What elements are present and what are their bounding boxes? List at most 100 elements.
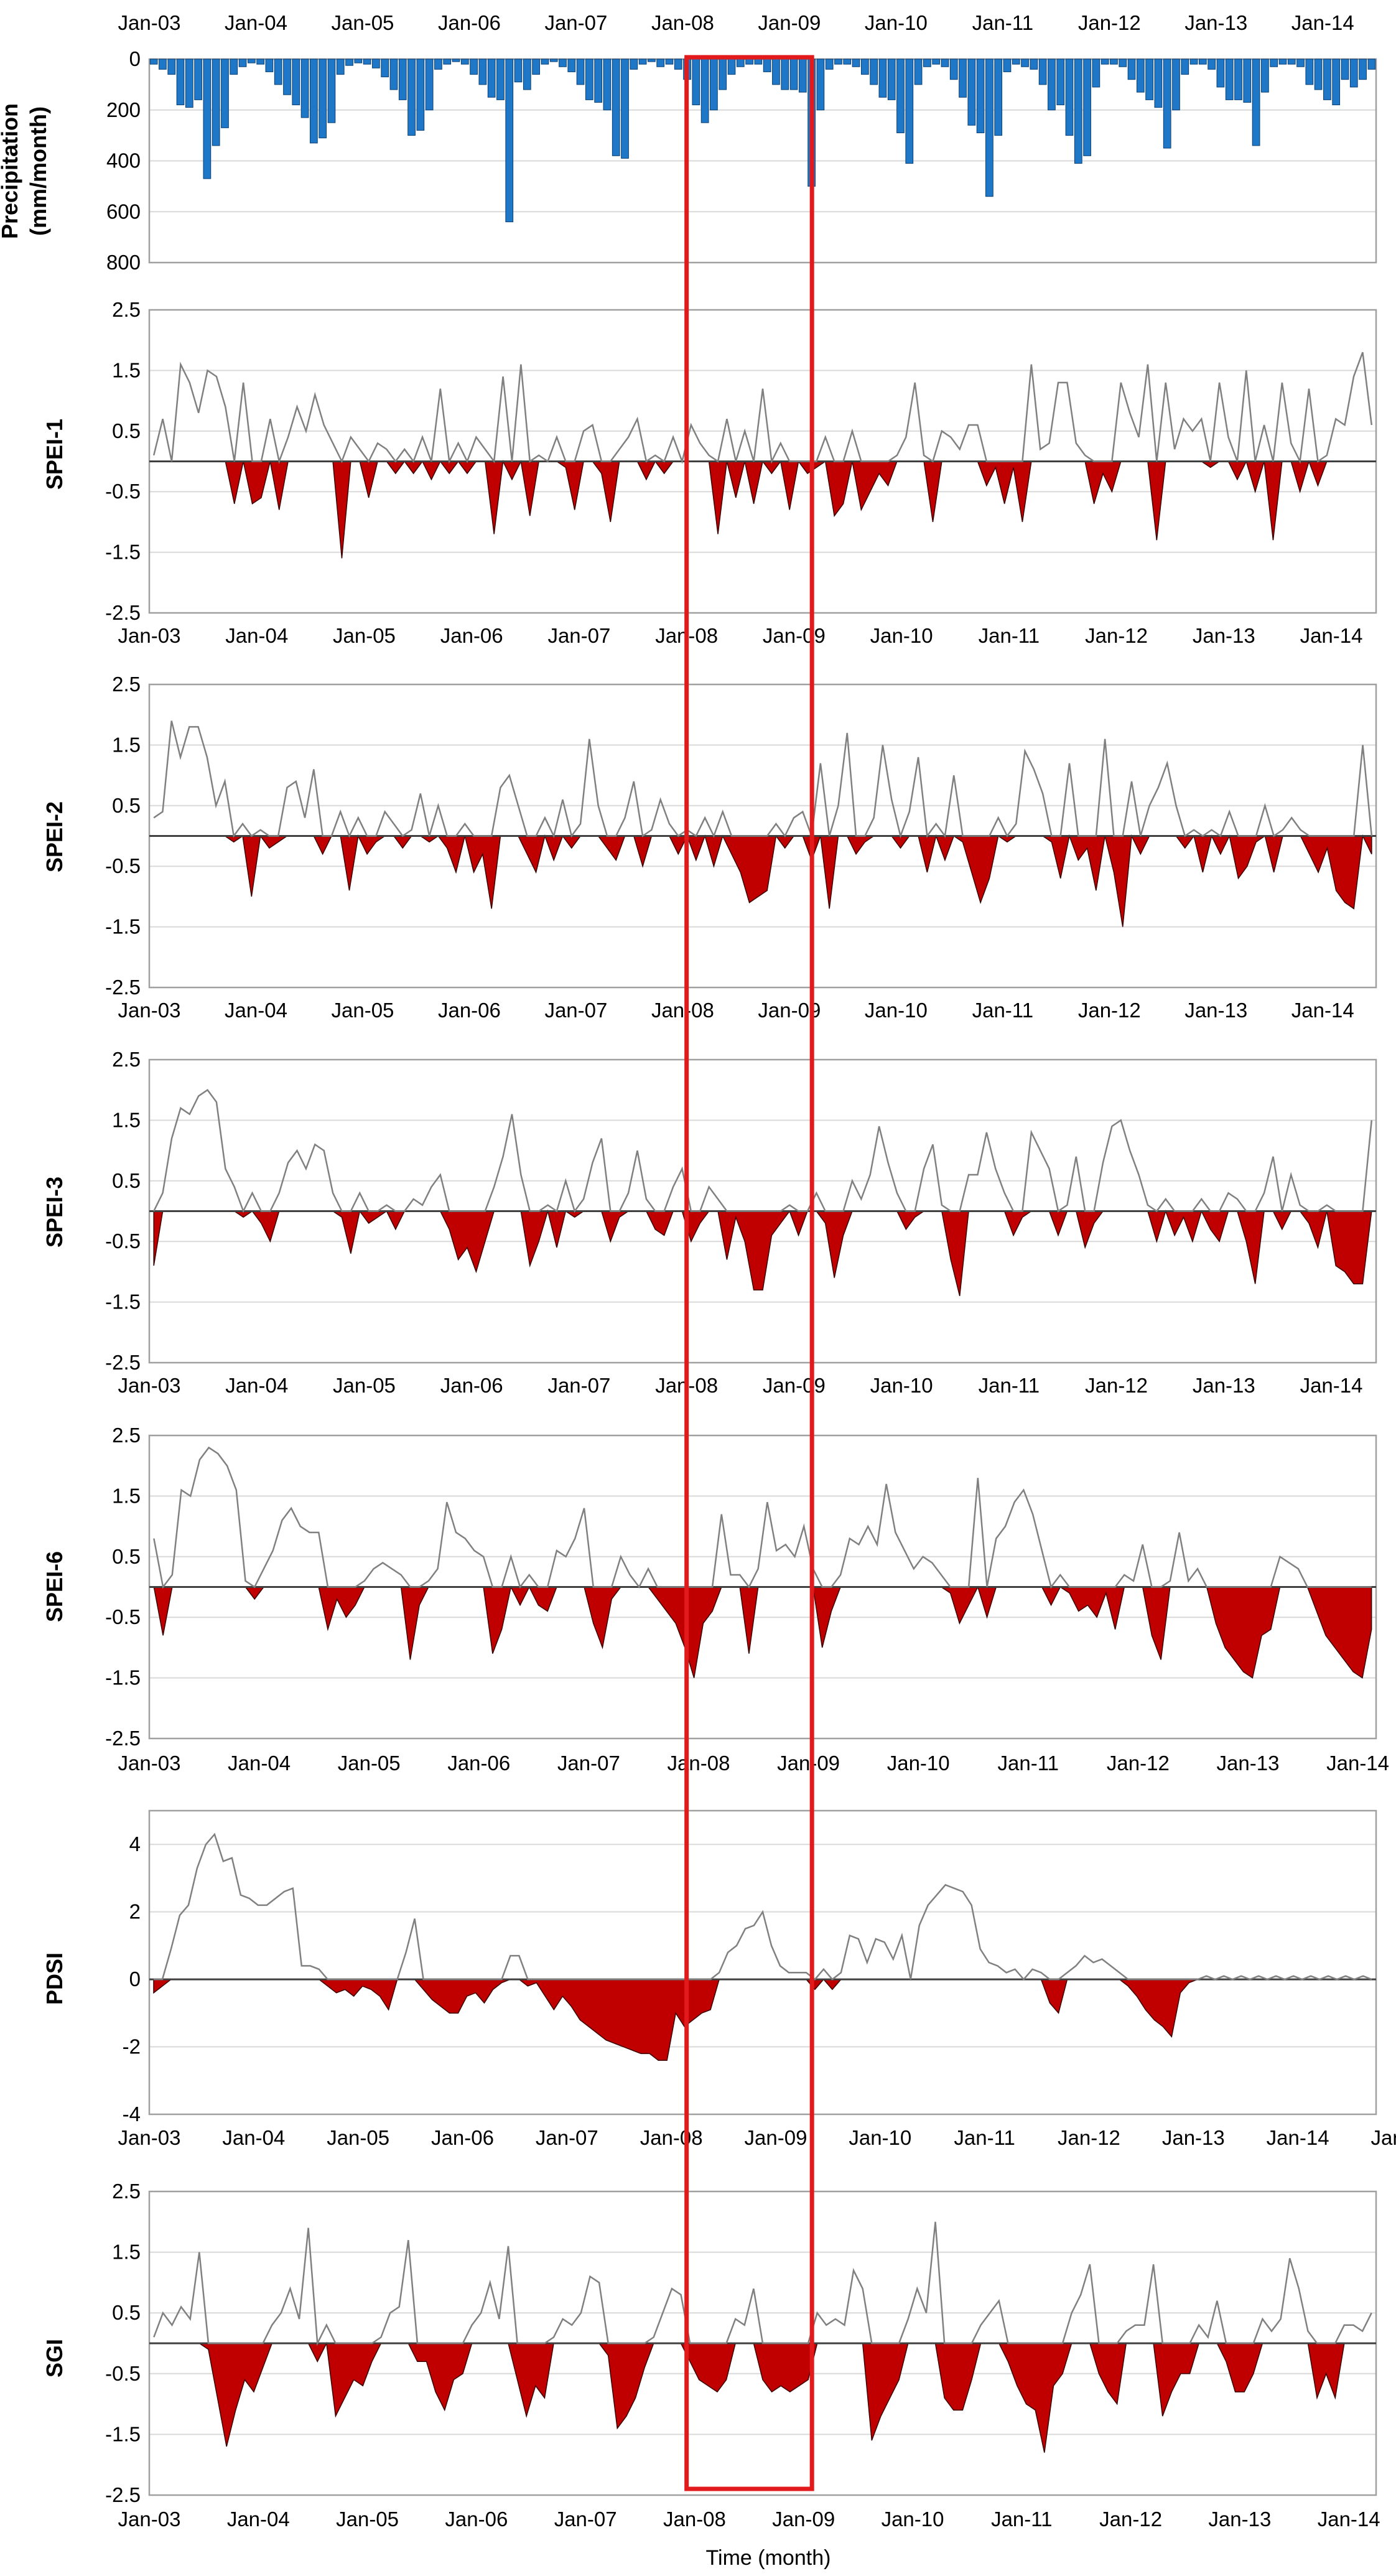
precip-bar — [612, 58, 620, 156]
precip-bar — [700, 58, 709, 123]
precip-bar — [1065, 58, 1074, 136]
y-tick-label: 2.5 — [112, 298, 141, 321]
deficit-area-spei6 — [153, 1585, 1372, 1679]
precip-bar — [1154, 58, 1163, 108]
index-line-spei3 — [153, 1088, 1373, 1213]
precip-bar — [870, 58, 878, 85]
x-tick-label: Jan-06 — [445, 2508, 508, 2531]
x-tick-label: Jan-05 — [332, 11, 394, 34]
x-tick-label: Jan-06 — [438, 11, 501, 34]
x-tick-label: Jan-07 — [547, 1374, 610, 1397]
deficit-area-sgi — [154, 2341, 1372, 2453]
index-line-spei1 — [152, 352, 1373, 464]
y-tick-label: -2.5 — [105, 1727, 141, 1750]
precip-bar — [1359, 58, 1367, 80]
precip-bar — [460, 58, 469, 65]
precip-bar — [221, 58, 229, 128]
precip-bar — [1038, 58, 1047, 85]
precip-bar — [1341, 58, 1349, 80]
precip-bar — [905, 58, 914, 164]
precip-bar — [496, 58, 505, 100]
panel-spei1: -2.5 -1.5 -0.5 0.5 1.5 2.5 Jan-03 Jan-04 Jan-05 J… — [42, 298, 1377, 647]
precip-bar — [203, 58, 212, 179]
precip-bar — [674, 58, 682, 70]
precip-bar — [1367, 58, 1376, 70]
y-tick-label: -1.5 — [105, 1290, 141, 1314]
precip-bar — [532, 58, 540, 75]
precip-bar — [238, 58, 247, 67]
precip-bar — [434, 58, 442, 70]
precip-bar — [763, 58, 771, 72]
y-tick-label: 2 — [129, 1900, 141, 1923]
x-tick-label: Jan-03 — [118, 1374, 181, 1397]
precip-bar — [212, 58, 220, 146]
x-tick-label: Jan-11 — [954, 2126, 1015, 2149]
precip-bar — [594, 58, 602, 103]
precip-bar — [860, 58, 869, 75]
precip-bar — [247, 58, 256, 63]
x-tick-label: Jan-14 — [1300, 624, 1363, 647]
precip-bar — [834, 58, 842, 65]
precip-bar — [816, 58, 825, 111]
y-axis-label-spei3: SPEI-3 — [42, 1177, 67, 1248]
y-tick-label: 1.5 — [112, 2241, 141, 2264]
deficit-area-spei3 — [153, 1209, 1372, 1297]
precip-bar — [825, 58, 834, 70]
precip-bar — [772, 58, 780, 85]
y-tick-label: 2.5 — [112, 2180, 141, 2203]
precip-bar — [1048, 58, 1056, 111]
x-tick-label: Jan-13 — [1217, 1752, 1280, 1775]
precip-bar — [976, 58, 985, 134]
x-tick-label: Jan-10 — [887, 1752, 950, 1775]
y-tick-label: -1.5 — [105, 2422, 141, 2445]
y-axis-label-line: PDSI — [42, 1953, 67, 2005]
x-tick-label: Jan-07 — [557, 1752, 620, 1775]
precip-bar — [541, 58, 549, 65]
y-tick-label: 4 — [129, 1832, 141, 1855]
x-tick-label: Jan-03 — [118, 11, 181, 34]
precip-bar — [327, 58, 336, 123]
x-tick-label: Jan-14 — [1291, 999, 1354, 1022]
x-tick-label: Jan-04 — [225, 999, 287, 1022]
precip-bar — [1208, 58, 1216, 70]
x-tick-label: Jan-11 — [972, 11, 1033, 34]
precip-bar — [1110, 58, 1118, 65]
precip-bar — [1101, 58, 1109, 65]
precip-bar — [1189, 58, 1198, 65]
y-tick-label: 0.5 — [112, 2301, 141, 2324]
y-tick-label: 1.5 — [112, 1108, 141, 1131]
x-tick-label: Jan-08 — [640, 2126, 703, 2149]
y-tick-label: 200 — [106, 98, 141, 121]
precip-bar — [789, 58, 798, 90]
panel-spei2: -2.5 -1.5 -0.5 0.5 1.5 2.5 Jan-03 Jan-04 Jan-05 J… — [42, 673, 1377, 1022]
y-axis-label-line: Precipitation — [0, 103, 22, 239]
x-tick-label: Jan-13 — [1193, 624, 1255, 647]
y-tick-label: -4 — [123, 2102, 141, 2126]
x-tick-label: Jan-04 — [228, 1752, 291, 1775]
precip-bar — [1225, 58, 1234, 100]
x-tick-label: Jan-11 — [979, 624, 1040, 647]
x-tick-label: Jan-08 — [668, 1752, 730, 1775]
precip-bar — [1127, 58, 1136, 80]
x-tick-label: Jan-14 — [1318, 2508, 1380, 2531]
y-tick-label: -1.5 — [105, 915, 141, 938]
precip-bar — [1163, 58, 1171, 149]
precip-bar — [736, 58, 745, 67]
y-tick-label: 0 — [129, 1967, 141, 1990]
x-tick-label: Jan-13 — [1184, 11, 1247, 34]
precip-bar — [523, 58, 531, 90]
x-tick-label: Jan-04 — [225, 1374, 288, 1397]
y-axis-label-line: (mm/month) — [26, 106, 51, 236]
x-tick-label: Jan-07 — [544, 999, 607, 1022]
precip-bar — [274, 58, 282, 85]
index-line-spei2 — [153, 721, 1373, 839]
precip-bar — [781, 58, 789, 90]
x-tick-label: Jan-10 — [870, 1374, 933, 1397]
x-tick-label: Jan-13 — [1208, 2508, 1271, 2531]
precip-bar — [1332, 58, 1341, 106]
precip-bar — [1056, 58, 1065, 106]
precip-bar — [505, 58, 514, 223]
x-tick-label: Jan-07 — [536, 2126, 598, 2149]
precip-bar — [1198, 58, 1207, 65]
